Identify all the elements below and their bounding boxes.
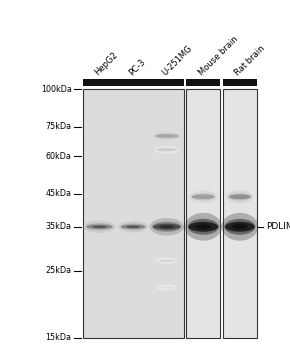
Text: Mouse brain: Mouse brain [197,34,240,77]
Bar [223,79,257,86]
Ellipse shape [152,222,181,232]
Ellipse shape [153,224,181,230]
Text: 35kDa: 35kDa [46,222,72,231]
Ellipse shape [86,225,113,229]
Ellipse shape [92,226,107,228]
Ellipse shape [126,226,140,228]
Ellipse shape [157,148,177,151]
Text: HepG2: HepG2 [93,50,120,77]
Bar [83,79,184,86]
Ellipse shape [229,195,251,199]
Ellipse shape [192,195,215,199]
Ellipse shape [226,190,253,203]
Text: Rat brain: Rat brain [233,43,267,77]
Text: 75kDa: 75kDa [46,122,72,132]
Text: 25kDa: 25kDa [46,266,72,275]
Ellipse shape [155,134,179,138]
Ellipse shape [224,219,255,235]
Ellipse shape [157,259,176,263]
Ellipse shape [189,190,218,203]
Ellipse shape [154,146,179,154]
Text: PDLIM4: PDLIM4 [266,222,290,231]
Text: 60kDa: 60kDa [46,152,72,161]
Text: PC-3: PC-3 [127,57,147,77]
Ellipse shape [157,285,177,291]
Ellipse shape [195,224,211,229]
Text: 100kDa: 100kDa [41,85,72,94]
Ellipse shape [86,223,113,230]
Ellipse shape [232,224,248,229]
Ellipse shape [156,147,177,152]
Ellipse shape [158,259,175,262]
Ellipse shape [158,286,175,289]
Ellipse shape [225,222,255,232]
Ellipse shape [221,213,258,241]
Ellipse shape [188,219,219,235]
Ellipse shape [228,193,251,200]
Ellipse shape [152,131,182,141]
Ellipse shape [156,257,178,264]
Ellipse shape [150,218,184,236]
Bar [186,89,220,338]
Text: 45kDa: 45kDa [46,189,72,198]
Ellipse shape [120,224,146,230]
Ellipse shape [185,213,222,241]
Text: U-251MG: U-251MG [160,43,194,77]
Bar [223,89,257,338]
Text: 15kDa: 15kDa [46,333,72,342]
Ellipse shape [159,225,174,228]
Ellipse shape [154,133,179,139]
Ellipse shape [159,286,175,289]
Ellipse shape [121,225,145,229]
Ellipse shape [191,193,215,200]
Bar [83,89,184,338]
Ellipse shape [83,220,116,233]
Bar [186,79,220,86]
Ellipse shape [188,222,218,232]
Ellipse shape [118,221,148,232]
